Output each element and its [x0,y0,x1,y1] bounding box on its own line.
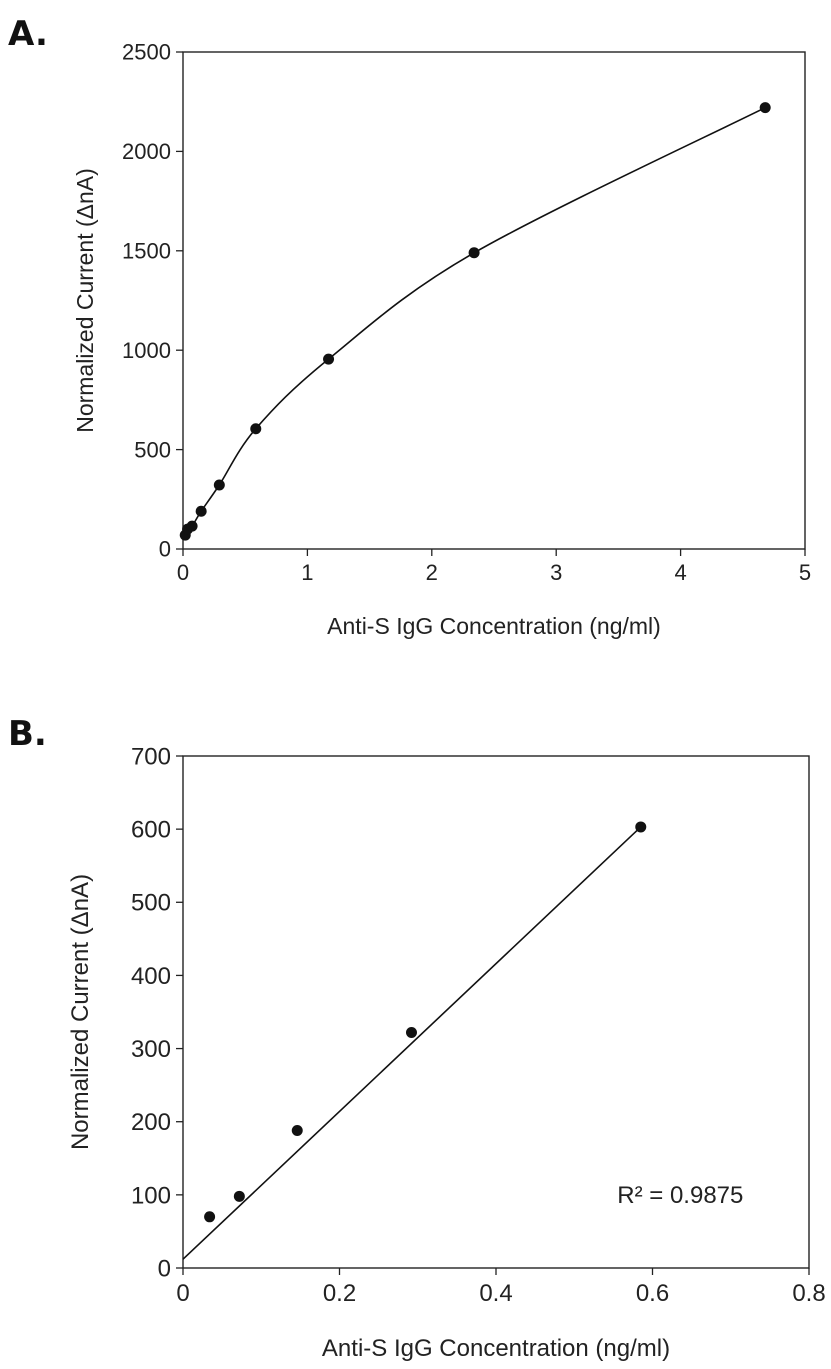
x-tick-label: 0.2 [323,1280,356,1307]
fit-curve [184,106,766,536]
x-tick-label: 0.4 [479,1280,512,1307]
y-tick-label: 600 [131,817,171,844]
y-tick-label: 2500 [122,40,171,65]
data-point [635,821,647,833]
y-tick-label: 0 [158,1255,171,1282]
y-tick-label: 300 [131,1036,171,1063]
y-tick-label: 400 [131,963,171,990]
panel-label-a: A. [8,14,48,54]
y-tick-label: 1000 [122,338,171,363]
y-tick-label: 1500 [122,239,171,264]
data-point [204,1211,216,1223]
chart-a: 0 1 2 3 4 5 0 500 1000 1500 2000 2500 Anti-S IgG Con… [72,40,811,639]
x-tick-label: 5 [799,560,811,585]
x-tick-label: 0 [176,1280,189,1307]
data-point [468,247,480,259]
x-axis-label: Anti-S IgG Concentration (ng/ml) [327,613,661,639]
x-tick-label: 0.8 [792,1280,825,1307]
chart-panel-a: A. 0 1 2 3 4 5 0 500 1000 1500 2000 2500 Anti-S IgG … [0,0,831,660]
x-tick-label: 4 [674,560,686,585]
data-point [323,353,335,365]
x-tick-label: 0.6 [636,1280,669,1307]
y-tick-label: 700 [131,743,171,770]
data-point [405,1026,417,1038]
y-tick-label: 500 [131,890,171,917]
chart-b: 0 0.2 0.4 0.6 0.8 0 100 200 300 400 500 600 700 Anti-… [67,743,826,1362]
y-tick-label: 0 [159,537,171,562]
data-point [213,479,225,491]
x-tick-label: 0 [177,560,189,585]
x-tick-label: 3 [550,560,562,585]
y-tick-label: 2000 [122,139,171,164]
y-axis-label: Normalized Current (ΔnA) [67,874,94,1150]
y-tick-label: 500 [134,437,171,462]
panel-label-b: B. [8,714,47,754]
data-point [759,102,771,114]
chart-panel-b: B. 0 0.2 0.4 0.6 0.8 0 100 200 300 400 500 600 700 An… [0,700,831,1364]
y-axis-label: Normalized Current (ΔnA) [72,168,98,433]
y-tick-label: 200 [131,1109,171,1136]
r-squared-annotation: R² = 0.9875 [617,1182,743,1209]
data-point [291,1124,303,1136]
plot-frame [182,51,806,550]
data-point [250,423,262,435]
fit-line [182,826,642,1260]
data-point [233,1190,245,1202]
data-point [186,520,198,532]
y-tick-label: 100 [131,1182,171,1209]
x-tick-label: 2 [426,560,438,585]
data-point [195,505,207,517]
x-axis-label: Anti-S IgG Concentration (ng/ml) [322,1335,670,1362]
x-tick-label: 1 [301,560,313,585]
